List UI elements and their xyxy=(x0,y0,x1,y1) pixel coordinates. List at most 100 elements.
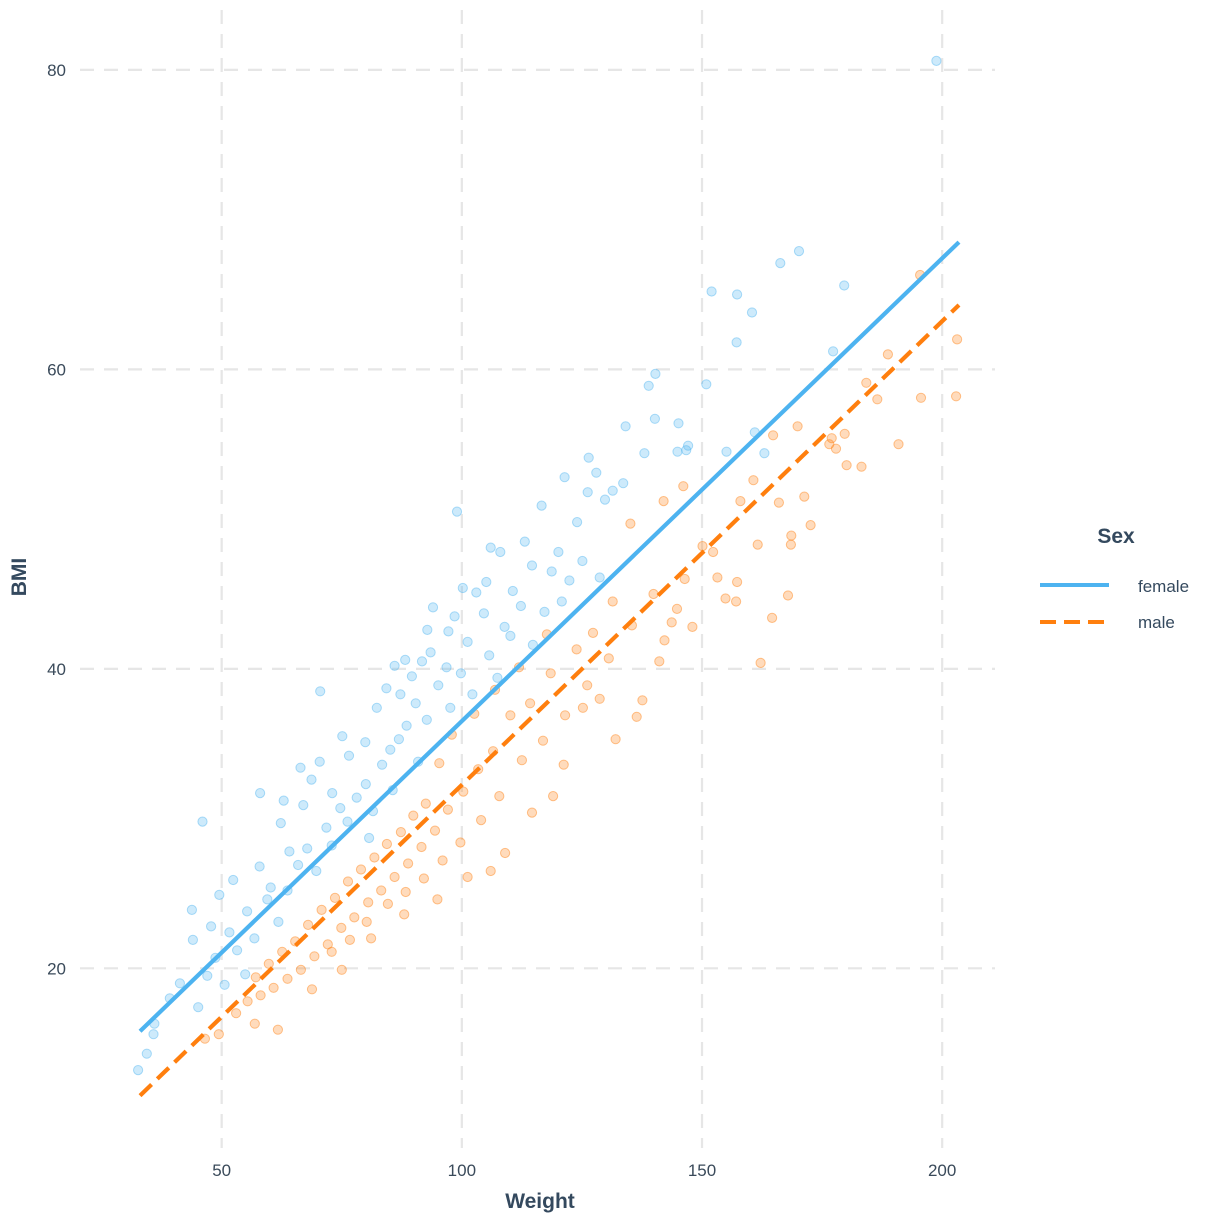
point-male xyxy=(687,621,698,633)
point-female xyxy=(572,517,583,528)
point-male xyxy=(516,755,528,766)
point-male xyxy=(610,734,621,745)
point-female xyxy=(228,874,239,886)
point-male xyxy=(678,481,689,492)
point-female xyxy=(449,611,460,622)
point-female xyxy=(311,865,322,877)
point-female xyxy=(219,979,230,990)
point-female xyxy=(507,585,518,597)
point-female xyxy=(467,689,478,700)
point-male xyxy=(697,541,708,552)
point-male xyxy=(712,572,723,583)
point-female xyxy=(701,379,712,390)
point-male xyxy=(213,1029,224,1040)
point-female xyxy=(214,889,225,901)
point-male xyxy=(748,475,759,486)
point-male xyxy=(799,491,810,502)
point-female xyxy=(393,734,404,745)
point-male xyxy=(720,593,731,604)
point-female xyxy=(553,546,564,558)
point-male xyxy=(376,885,387,896)
point-female xyxy=(441,662,452,673)
point-male xyxy=(369,852,380,863)
point-female xyxy=(416,656,428,667)
point-male xyxy=(767,612,778,624)
point-female xyxy=(425,647,436,658)
point-male xyxy=(282,973,293,984)
point-male xyxy=(830,443,842,454)
point-female xyxy=(462,636,473,648)
point-male xyxy=(231,1008,242,1019)
point-female xyxy=(401,720,412,731)
trend-lines xyxy=(138,240,961,1098)
point-male xyxy=(429,825,441,836)
point-female xyxy=(327,788,338,799)
point-female xyxy=(385,744,396,755)
point-female xyxy=(232,945,243,956)
point-male xyxy=(349,912,360,923)
point-male xyxy=(344,934,355,946)
point-male xyxy=(755,657,766,669)
point-female xyxy=(422,624,433,636)
point-male xyxy=(272,1024,283,1035)
point-male xyxy=(306,984,318,995)
point-female xyxy=(515,600,527,612)
point-male xyxy=(577,702,589,713)
point-male xyxy=(786,530,797,541)
point-male xyxy=(805,520,816,531)
point-female xyxy=(302,843,313,854)
point-female xyxy=(681,445,692,456)
point-female xyxy=(607,485,618,496)
point-male xyxy=(526,807,538,818)
y-tick-label: 40 xyxy=(47,660,66,679)
point-female xyxy=(759,448,770,459)
point-male xyxy=(731,596,742,607)
point-male xyxy=(735,496,746,507)
point-female xyxy=(594,572,605,583)
point-male xyxy=(666,617,677,628)
point-male xyxy=(389,871,400,883)
point-female xyxy=(148,1029,159,1040)
point-male xyxy=(500,847,511,859)
point-male xyxy=(408,810,419,821)
point-female xyxy=(564,575,575,586)
point-female xyxy=(315,686,326,697)
point-female xyxy=(706,286,717,297)
point-male xyxy=(893,439,904,450)
point-male xyxy=(915,392,927,403)
point-female xyxy=(278,795,289,806)
point-male xyxy=(607,596,618,607)
point-male xyxy=(432,894,443,905)
point-female xyxy=(306,774,317,785)
point-female xyxy=(421,714,432,725)
point-female xyxy=(337,731,348,742)
point-male xyxy=(587,627,599,639)
point-female xyxy=(360,779,371,790)
point-male xyxy=(625,518,636,529)
y-tick-label: 80 xyxy=(47,61,66,80)
point-male xyxy=(403,858,414,869)
point-female xyxy=(536,500,547,511)
point-male xyxy=(782,590,794,601)
point-female xyxy=(273,916,284,928)
point-female xyxy=(321,822,332,833)
point-male xyxy=(418,873,429,884)
point-female xyxy=(673,418,684,429)
point-male xyxy=(268,982,279,993)
point-male xyxy=(458,786,469,797)
point-male xyxy=(654,656,665,667)
point-male xyxy=(671,603,683,615)
point-female xyxy=(249,933,260,944)
point-male xyxy=(537,735,549,746)
point-male xyxy=(826,433,837,444)
tick-labels: 50 100 150 200 20 40 60 80 xyxy=(47,61,956,1180)
point-male xyxy=(841,460,852,471)
point-male xyxy=(882,349,894,360)
point-female xyxy=(197,816,208,827)
point-male xyxy=(322,939,333,950)
point-female xyxy=(255,788,266,799)
point-female xyxy=(174,978,185,989)
point-male xyxy=(442,804,453,815)
point-female xyxy=(746,307,758,318)
